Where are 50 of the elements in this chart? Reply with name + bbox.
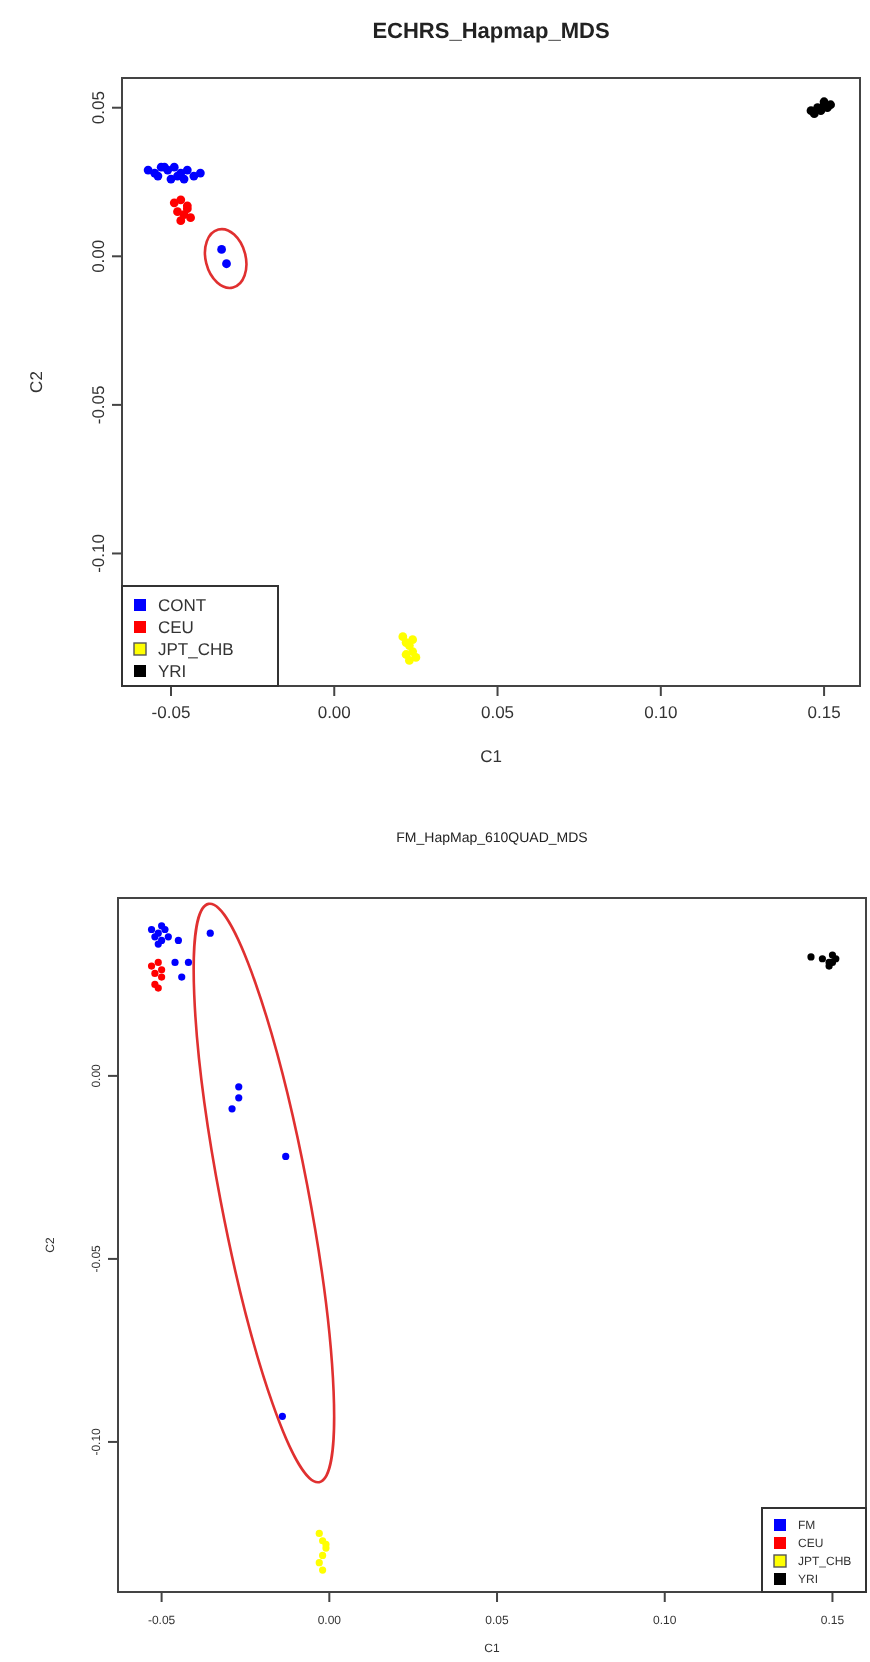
x-tick-label: -0.05 [151, 702, 191, 722]
point [235, 1094, 243, 1102]
y-tick-label: 0.05 [88, 90, 108, 125]
point [807, 953, 815, 961]
point [404, 656, 414, 665]
point [186, 213, 195, 223]
point [184, 958, 193, 967]
point [154, 958, 162, 967]
point [217, 245, 226, 254]
point [818, 955, 826, 963]
point [171, 958, 179, 967]
point [174, 936, 182, 945]
point [147, 925, 156, 934]
x-tick-label: 0.10 [644, 702, 678, 722]
point [158, 966, 166, 974]
point [278, 1412, 286, 1420]
y-axis-title: C2 [26, 370, 46, 393]
point [147, 962, 156, 970]
x-tick-label: 0.00 [317, 702, 352, 722]
point [408, 635, 418, 645]
point [178, 973, 186, 981]
legend-label: YRI [158, 660, 187, 681]
point [176, 216, 186, 226]
point [235, 1083, 243, 1091]
point [228, 1105, 236, 1113]
point [319, 1551, 327, 1559]
point [169, 162, 179, 172]
point [195, 168, 205, 178]
point [315, 1529, 323, 1538]
point [182, 165, 192, 175]
x-axis-title: C1 [480, 746, 503, 766]
point [173, 207, 182, 217]
point [158, 973, 166, 981]
legend-label: CEU [158, 616, 194, 637]
point [282, 1152, 290, 1161]
y-tick-label: 0.00 [88, 239, 108, 273]
point [164, 933, 172, 941]
point [176, 195, 186, 205]
legend-label: JPT_CHB [158, 638, 235, 659]
point [319, 1566, 327, 1574]
y-tick-label: -0.05 [88, 384, 108, 425]
legend-label: CONT [158, 594, 207, 615]
point [222, 259, 231, 269]
x-tick-label: 0.15 [807, 702, 842, 722]
point [151, 969, 159, 977]
x-tick-label: 0.05 [480, 702, 515, 722]
chart-title: ECHRS_Hapmap_MDS [372, 20, 610, 44]
point [315, 1559, 323, 1567]
y-tick-label: -0.10 [88, 533, 108, 573]
point [206, 929, 214, 937]
